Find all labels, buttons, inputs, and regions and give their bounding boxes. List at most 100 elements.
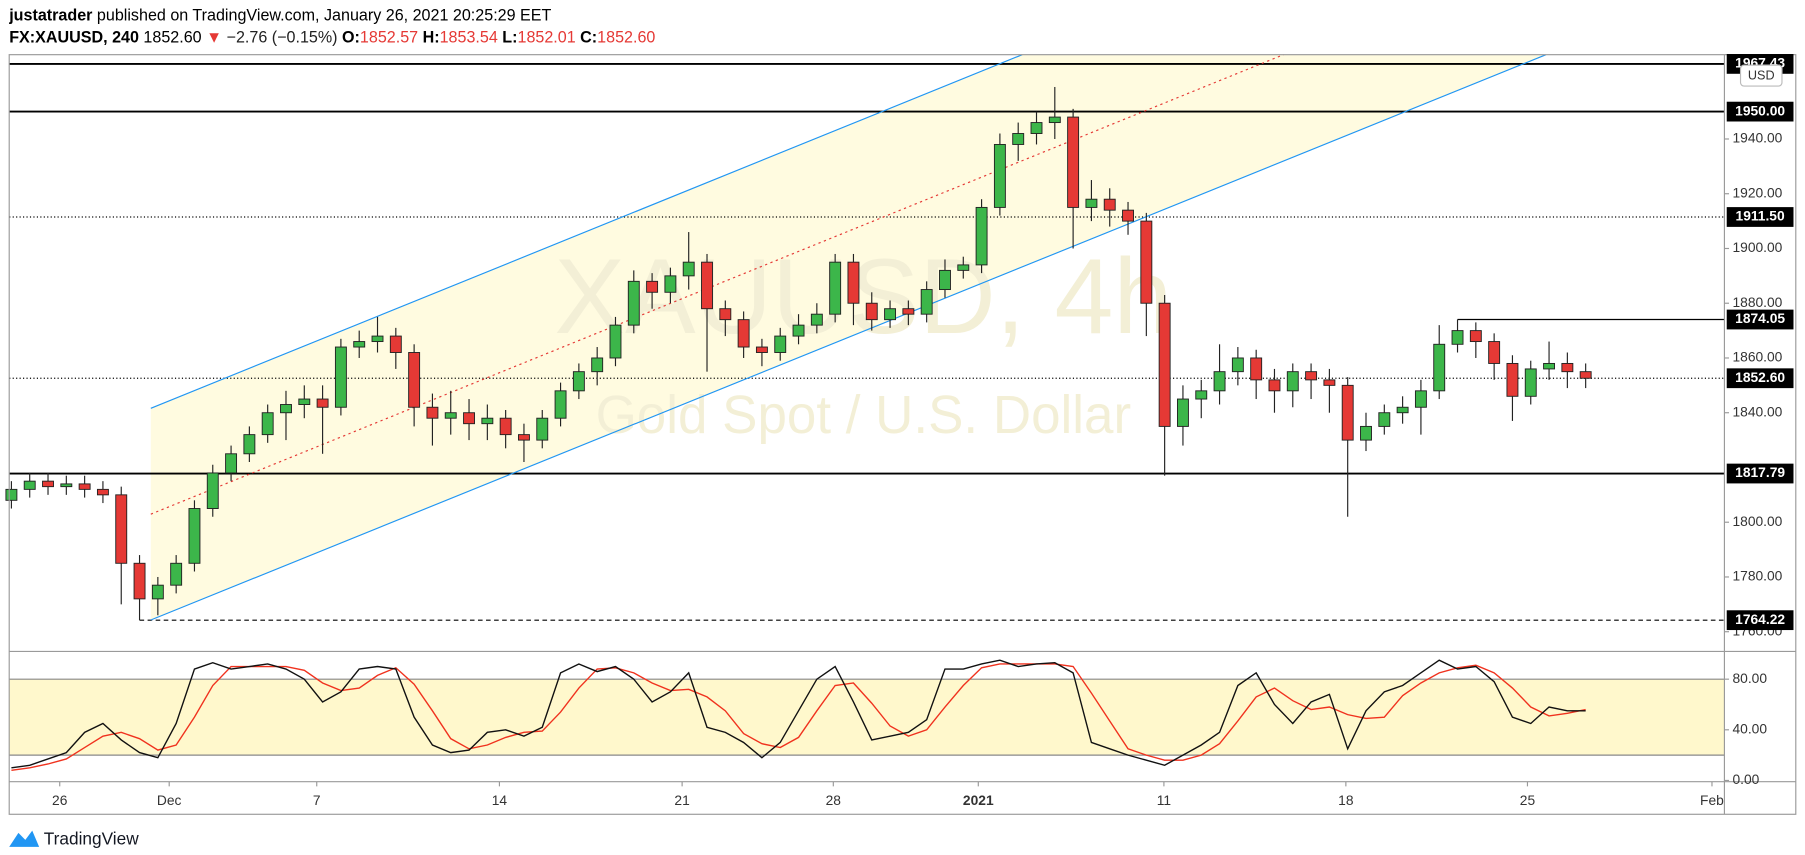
candle-body bbox=[572, 371, 585, 392]
brand: TradingView bbox=[44, 828, 139, 848]
candle-body bbox=[774, 335, 787, 353]
candle-body bbox=[884, 308, 897, 321]
candle-body bbox=[1067, 116, 1080, 208]
level-label: 1911.50 bbox=[1736, 208, 1785, 224]
candle-body bbox=[225, 453, 238, 474]
candle-body bbox=[1286, 371, 1299, 392]
candle-body bbox=[1268, 379, 1281, 392]
change-arrow: ▼ bbox=[206, 29, 222, 47]
ohlc-value: 1853.54 bbox=[440, 29, 498, 47]
level-label: 1817.79 bbox=[1735, 464, 1785, 480]
frame bbox=[8, 54, 1797, 815]
candle-body bbox=[408, 352, 421, 408]
level-label-box bbox=[1726, 463, 1794, 484]
candle-body bbox=[1433, 343, 1446, 392]
candle-body bbox=[1524, 368, 1537, 397]
y-tick-label: 40.00 bbox=[1732, 720, 1767, 736]
ohlc-key: O: bbox=[342, 29, 360, 47]
x-tick-label: Dec bbox=[157, 792, 182, 808]
x-tick-label: 25 bbox=[1520, 792, 1536, 808]
author[interactable]: justatrader bbox=[8, 7, 93, 25]
level-label-box bbox=[1726, 101, 1794, 122]
published: published on TradingView.com, January 26… bbox=[97, 7, 552, 25]
candle-body bbox=[23, 480, 36, 490]
candle-body bbox=[316, 398, 329, 408]
x-tick-label: 26 bbox=[52, 792, 68, 808]
candle-body bbox=[280, 404, 292, 414]
y-tick-label: 1800.00 bbox=[1732, 513, 1782, 529]
candle-body bbox=[737, 319, 750, 348]
candle-body bbox=[371, 335, 384, 343]
currency-badge[interactable] bbox=[1739, 64, 1783, 87]
candle-body bbox=[1469, 330, 1482, 343]
candle-body bbox=[1396, 406, 1409, 414]
candle-body bbox=[701, 261, 713, 310]
candle-body bbox=[1414, 390, 1427, 408]
candle-body bbox=[957, 264, 970, 271]
candle-body bbox=[1140, 220, 1153, 304]
candle-body bbox=[792, 324, 805, 337]
ohlc-key: H: bbox=[423, 29, 440, 47]
candle-body bbox=[298, 398, 311, 405]
candle-body bbox=[188, 508, 201, 564]
y-tick-label: 80.00 bbox=[1732, 670, 1767, 686]
candle-body bbox=[664, 275, 677, 293]
header-line-1: justatrader published on TradingView.com… bbox=[8, 7, 551, 25]
candle-body bbox=[78, 483, 91, 490]
candle-body bbox=[42, 480, 54, 488]
candle-body bbox=[353, 341, 366, 348]
oscillator-line bbox=[11, 663, 1586, 772]
candle-body bbox=[389, 335, 402, 353]
x-tick-label: 7 bbox=[313, 792, 321, 808]
level-label: 1852.60 bbox=[1735, 369, 1785, 385]
candle-body bbox=[646, 280, 659, 293]
candle-body bbox=[810, 313, 823, 326]
oscillator-band bbox=[9, 679, 1725, 756]
ohlc-key: L: bbox=[502, 29, 517, 47]
candle-body bbox=[518, 434, 530, 441]
x-tick-label: 14 bbox=[492, 792, 508, 808]
candle-body bbox=[1378, 412, 1391, 427]
candle-body bbox=[1451, 330, 1464, 345]
candle-body bbox=[1488, 341, 1501, 364]
y-tick-label: 1860.00 bbox=[1732, 349, 1782, 365]
candle-body bbox=[1506, 362, 1519, 397]
channel-mid bbox=[150, 54, 1284, 515]
candle-body bbox=[206, 472, 219, 510]
candle-body bbox=[627, 280, 640, 326]
candle-body bbox=[902, 308, 915, 315]
level-label-box bbox=[1726, 610, 1794, 631]
level-label: 1874.05 bbox=[1735, 310, 1785, 326]
change: −2.76 (−0.15%) bbox=[227, 29, 338, 47]
candle-body bbox=[1195, 390, 1208, 400]
y-tick-label: 1880.00 bbox=[1732, 294, 1782, 310]
candle-body bbox=[1213, 371, 1226, 392]
candle-body bbox=[463, 412, 475, 425]
candle-body bbox=[975, 206, 988, 266]
candle-body bbox=[481, 417, 494, 425]
y-tick-label: 1900.00 bbox=[1732, 239, 1782, 255]
candle-body bbox=[1048, 116, 1061, 124]
x-tick-label: 21 bbox=[674, 792, 690, 808]
level-label-box bbox=[1726, 368, 1794, 389]
candle-body bbox=[591, 357, 604, 373]
candle-body bbox=[1231, 357, 1244, 373]
candle-body bbox=[993, 143, 1006, 208]
watermark-subtitle: Gold Spot / U.S. Dollar bbox=[596, 386, 1132, 445]
ohlc-key: C: bbox=[580, 29, 597, 47]
candle-body bbox=[1543, 362, 1556, 370]
candle-body bbox=[5, 488, 18, 501]
oscillator-line bbox=[11, 659, 1586, 769]
candle-body bbox=[755, 346, 768, 353]
candle-body bbox=[1360, 425, 1372, 441]
candle-body bbox=[1030, 122, 1043, 134]
candle-body bbox=[115, 494, 128, 564]
candle-body bbox=[1122, 209, 1134, 222]
candle-body bbox=[96, 488, 109, 496]
ohlc-value: 1852.57 bbox=[360, 29, 418, 47]
candle-body bbox=[426, 406, 439, 419]
ohlc-value: 1852.60 bbox=[597, 29, 655, 47]
level-label-box bbox=[1726, 309, 1794, 330]
candle-body bbox=[554, 390, 567, 419]
